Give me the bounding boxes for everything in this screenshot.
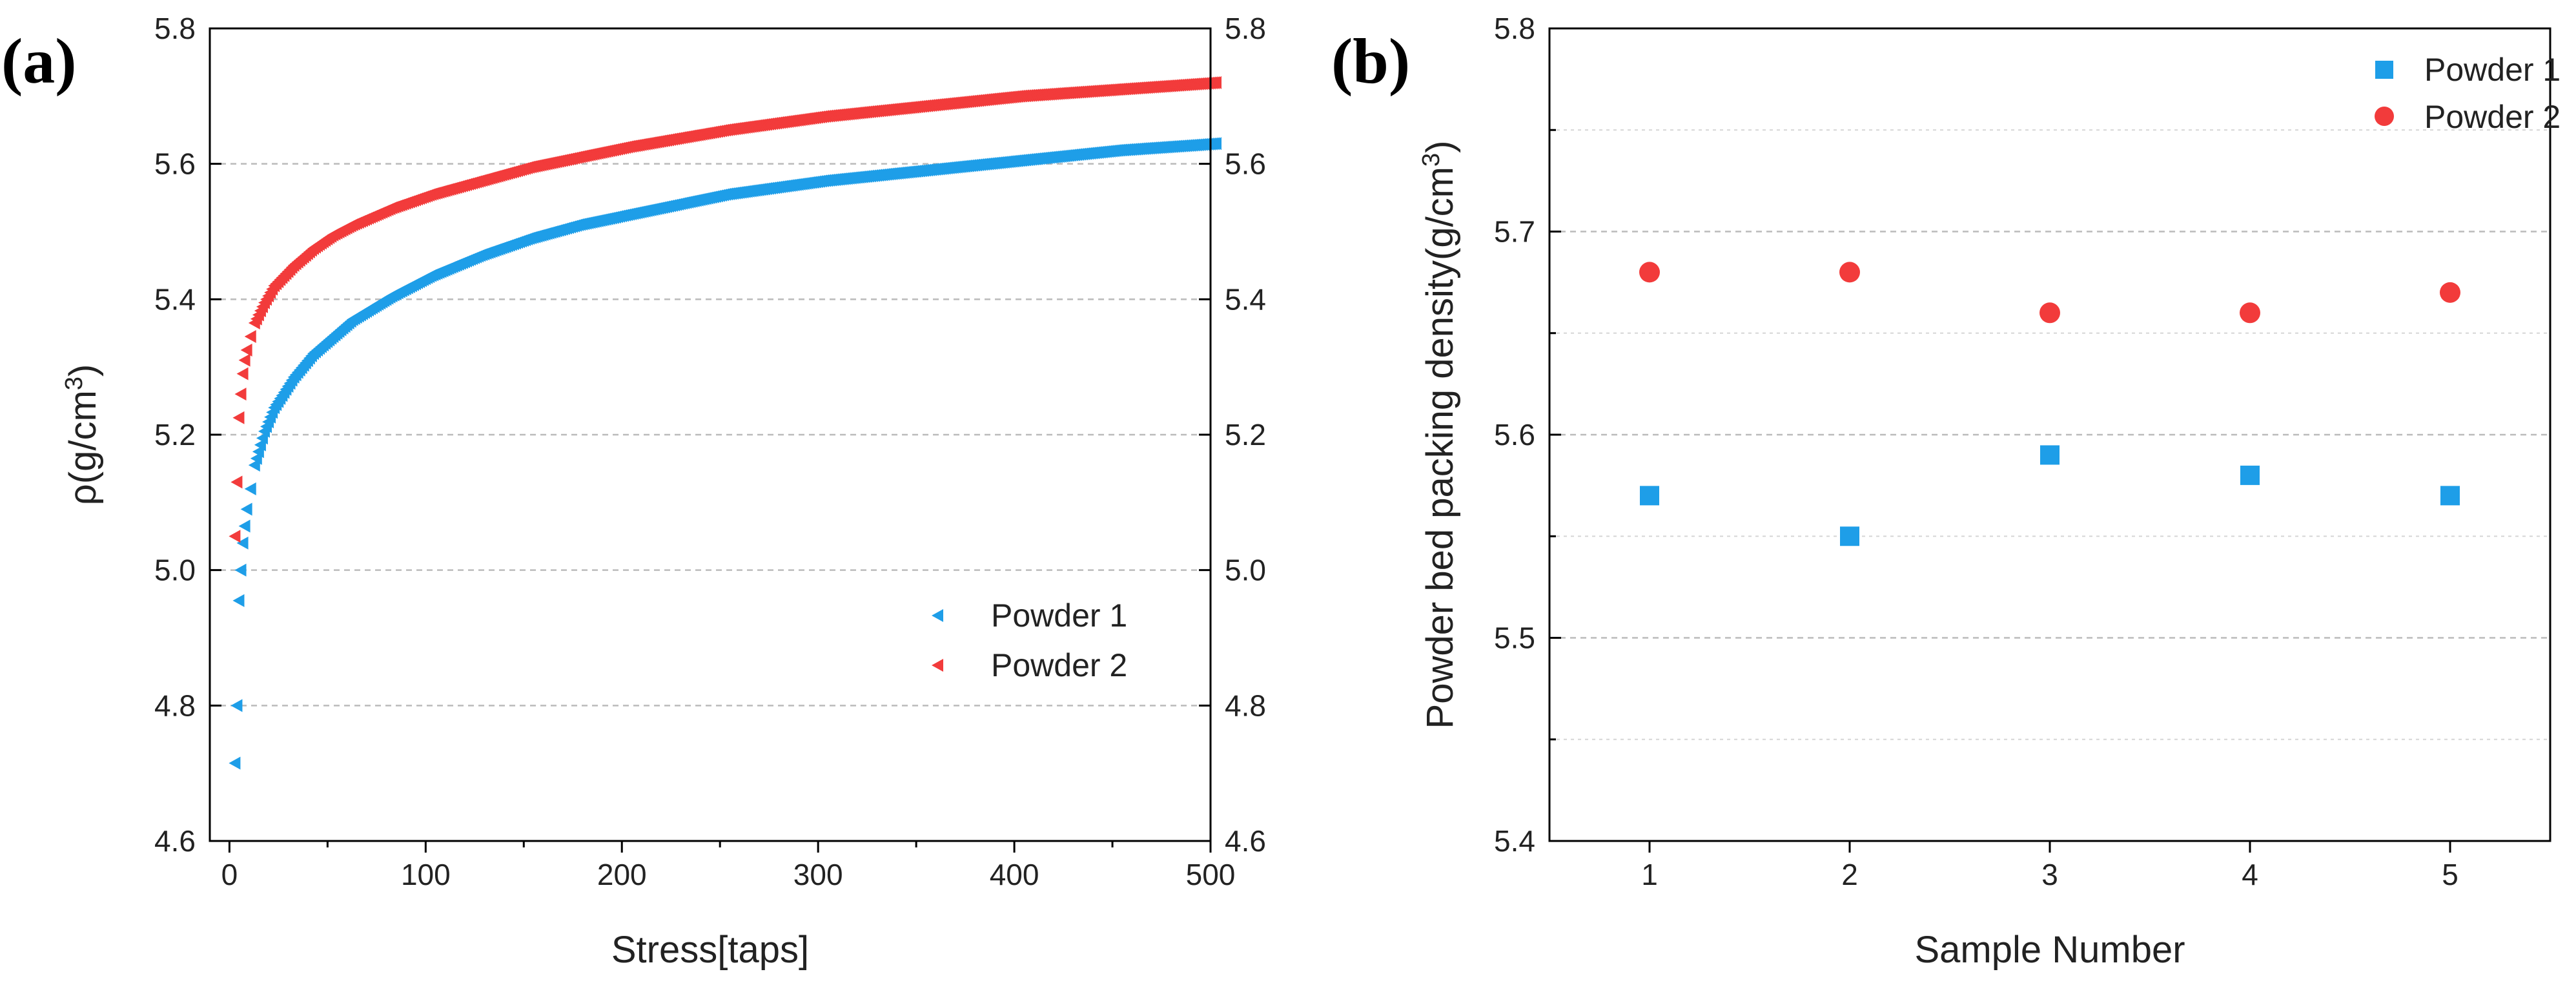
panel-b-y-axis-title-sup: 3 — [1418, 153, 1445, 167]
data-point — [2039, 302, 2060, 324]
panel-a-x-tick-label: 100 — [401, 858, 451, 891]
legend-marker-powder-2 — [2375, 107, 2394, 126]
data-point — [2240, 465, 2260, 485]
panel-a-plot-frame — [209, 27, 1212, 842]
panel-b-x-tick-label: 5 — [2442, 858, 2458, 891]
panel-a-x-tick-label: 200 — [597, 858, 647, 891]
panel-b-y-axis-title-end: ) — [1419, 141, 1461, 153]
data-point — [230, 699, 243, 712]
panel-b-y-tick-label: 5.6 — [1494, 418, 1535, 451]
data-point — [236, 536, 249, 550]
legend-label-powder-1: Powder 1 — [991, 597, 1127, 634]
svg-text:Powder bed packing density(g/c: Powder bed packing density(g/cm3) — [1418, 141, 1461, 729]
panel-b-y-tick-label: 5.7 — [1494, 215, 1535, 249]
data-point — [1839, 262, 1860, 283]
panel-a-y-right-tick-label: 5.6 — [1225, 147, 1266, 181]
panel-a-y-axis-title: ρ(g/cm3) — [61, 364, 104, 505]
data-point — [238, 519, 250, 533]
panel-a-label: (a) — [1, 25, 77, 97]
data-point — [238, 353, 250, 367]
data-point — [1640, 486, 1659, 506]
legend-marker-powder-1 — [932, 609, 943, 622]
panel-b-y-tick-label: 5.4 — [1494, 824, 1535, 858]
panel-a-y-tick-label: 5.0 — [154, 554, 196, 587]
panel-a-x-tick-label: 400 — [990, 858, 1039, 891]
panel-b-y-axis-title: Powder bed packing density(g/cm3) — [1418, 141, 1461, 729]
panel-a-y-tick-label: 5.8 — [154, 12, 196, 45]
series-powder-1 — [1640, 445, 2460, 546]
data-point — [2240, 302, 2260, 324]
panel-a-y-tick-label: 5.6 — [154, 147, 196, 181]
panel-b-series — [1639, 262, 2460, 546]
data-point — [1210, 137, 1222, 150]
panel-a-grid — [210, 163, 1211, 707]
panel-a-y-axis-title-end: ) — [62, 364, 104, 377]
data-point — [2440, 486, 2460, 506]
svg-text:ρ(g/cm3): ρ(g/cm3) — [61, 364, 104, 505]
panel-a-y-axis-title-sup: 3 — [61, 377, 88, 390]
panel-a-x-tick-label: 500 — [1186, 858, 1236, 891]
data-point — [2440, 282, 2460, 303]
panel-b-x-tick-label: 3 — [2041, 858, 2058, 891]
data-point — [2040, 445, 2060, 465]
legend-label-powder-2: Powder 2 — [991, 647, 1127, 683]
panel-a-y-tick-label: 5.2 — [154, 418, 196, 451]
series-powder-2 — [1639, 262, 2460, 324]
panel-a-y-tick-label: 4.8 — [154, 689, 196, 722]
data-point — [229, 530, 241, 543]
panel-b-x-axis-title: Sample Number — [1914, 929, 2185, 971]
panel-b-x-tick-label: 1 — [1641, 858, 1658, 891]
legend-marker-powder-1 — [2375, 61, 2393, 79]
panel-b-x-tick-label: 2 — [1841, 858, 1858, 891]
panel-a-y-right-tick-label: 5.0 — [1225, 554, 1266, 587]
data-point — [236, 367, 249, 380]
panel-a-x-tick-label: 0 — [221, 858, 238, 891]
panel-a-x-axis-title: Stress[taps] — [611, 929, 809, 971]
panel-a-x-tick-label: 300 — [793, 858, 843, 891]
panel-b-grid — [1549, 129, 2550, 740]
data-point — [234, 388, 247, 401]
panel-b-y-tick-label: 5.8 — [1494, 12, 1535, 45]
panel-b-chart: (b) 5.4 5.5 5.6 5.7 5.8 1 2 3 4 5 Sample Number P… — [1331, 12, 2561, 971]
data-point — [234, 563, 247, 577]
data-point — [240, 503, 252, 516]
panel-a-series — [229, 76, 1222, 770]
data-point — [232, 411, 245, 424]
panel-a-y-axis-title-main: ρ(g/cm — [62, 390, 104, 505]
data-point — [1639, 262, 1660, 283]
panel-b-y-axis-title-main: Powder bed packing density(g/cm — [1419, 167, 1461, 729]
panel-b-x-tick-label: 4 — [2242, 858, 2258, 891]
legend-label-powder-2: Powder 2 — [2424, 99, 2561, 135]
data-point — [1210, 76, 1222, 89]
legend-label-powder-1: Powder 1 — [2424, 52, 2561, 88]
data-point — [230, 475, 243, 489]
data-point — [240, 343, 252, 357]
panel-a-y-tick-label: 4.6 — [154, 824, 196, 858]
data-point — [244, 329, 256, 343]
panel-a-y-right-tick-label: 5.8 — [1225, 12, 1266, 45]
panel-b-plot-frame — [1548, 27, 2551, 842]
panel-a-y-right-tick-label: 5.4 — [1225, 282, 1266, 316]
data-point — [1840, 526, 1859, 546]
data-point — [244, 482, 256, 495]
panel-a-y-right-tick-label: 5.2 — [1225, 418, 1266, 451]
series-powder-1 — [229, 137, 1222, 770]
panel-a-y-right-tick-label: 4.6 — [1225, 824, 1266, 858]
panel-a-legend: Powder 1 Powder 2 — [932, 597, 1127, 683]
legend-marker-powder-2 — [932, 659, 943, 672]
panel-a-ticks: 4.6 4.6 4.8 4.8 5.0 5.0 5.2 5.2 5.4 5.4 5.6 5.6 5.8 5… — [154, 12, 1266, 891]
panel-a-y-tick-label: 5.4 — [154, 282, 196, 316]
data-point — [232, 594, 245, 607]
panel-a-y-right-tick-label: 4.8 — [1225, 689, 1266, 722]
panel-b-legend: Powder 1 Powder 2 — [2375, 52, 2561, 135]
panel-b-ticks: 5.4 5.5 5.6 5.7 5.8 1 2 3 4 5 — [1494, 12, 2458, 891]
panel-a-chart: (a) 4.6 4.6 4.8 4.8 5.0 5.0 5.2 5.2 5.4 5.4 5.6 5.6… — [1, 12, 1266, 971]
series-powder-2 — [229, 76, 1222, 543]
panel-b-y-tick-label: 5.5 — [1494, 621, 1535, 655]
panel-b-label: (b) — [1331, 25, 1410, 97]
data-point — [229, 756, 241, 770]
